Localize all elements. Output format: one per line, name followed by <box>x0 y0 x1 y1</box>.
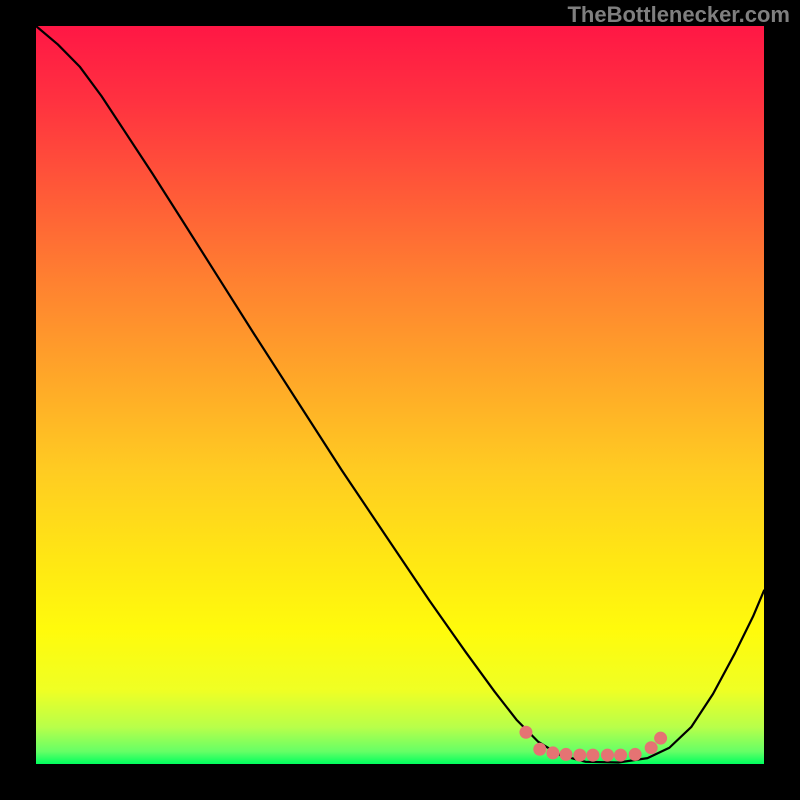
attribution-text: TheBottlenecker.com <box>567 2 790 28</box>
valley-marker <box>574 749 586 761</box>
chart-background <box>36 26 764 764</box>
valley-marker <box>520 726 532 738</box>
valley-marker <box>629 748 641 760</box>
valley-marker <box>615 749 627 761</box>
valley-marker <box>601 749 613 761</box>
valley-marker <box>645 742 657 754</box>
valley-marker <box>655 732 667 744</box>
bottleneck-chart <box>36 26 764 764</box>
valley-marker <box>587 749 599 761</box>
valley-marker <box>534 743 546 755</box>
valley-marker <box>560 748 572 760</box>
valley-marker <box>547 747 559 759</box>
